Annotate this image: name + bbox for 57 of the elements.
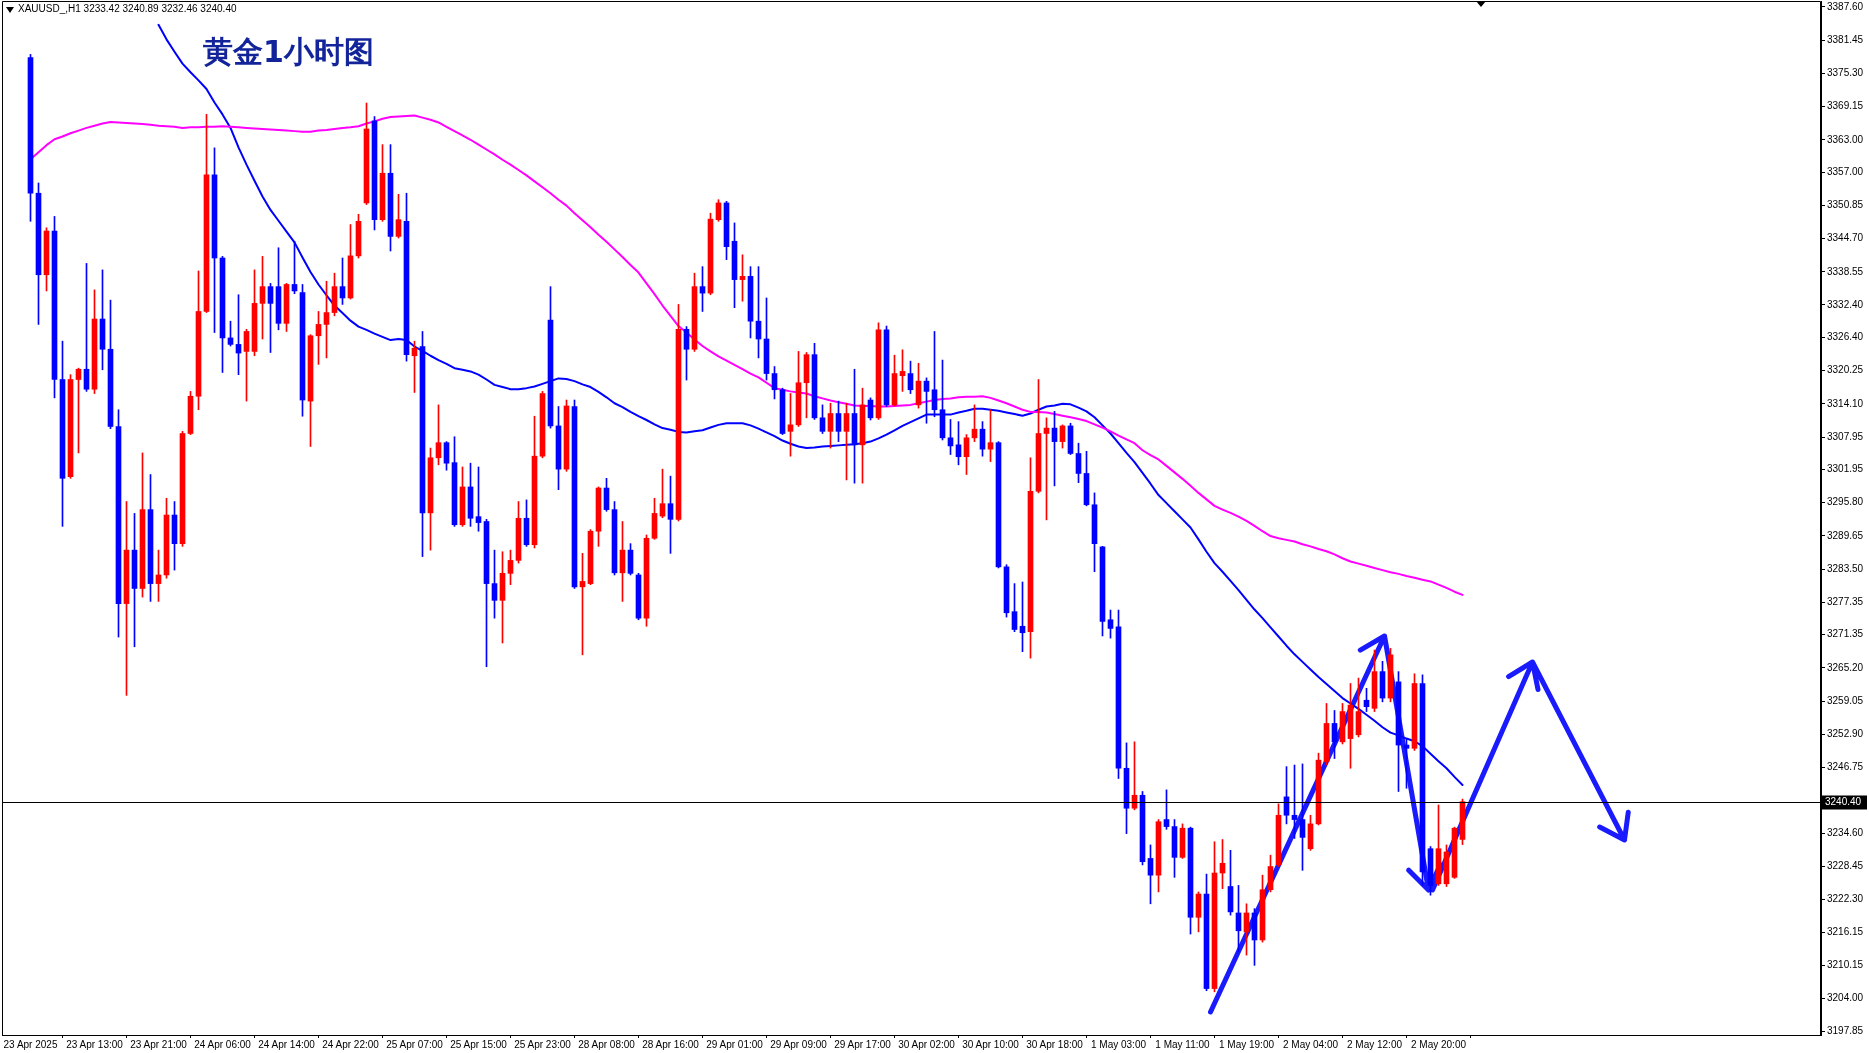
x-tick-label: 25 Apr 15:00 xyxy=(450,1038,508,1050)
x-tick-label: 24 Apr 22:00 xyxy=(322,1038,380,1050)
x-tick-label: 30 Apr 18:00 xyxy=(1026,1038,1084,1050)
x-tick-label: 23 Apr 13:00 xyxy=(66,1038,124,1050)
y-tick-label: 3228.45 xyxy=(1827,860,1864,872)
x-tick-label: 29 Apr 17:00 xyxy=(834,1038,892,1050)
x-tick-label: 23 Apr 21:00 xyxy=(130,1038,188,1050)
y-tick-label: 3265.20 xyxy=(1827,661,1864,673)
y-tick-label: 3289.65 xyxy=(1827,529,1864,541)
x-tick-label: 2 May 12:00 xyxy=(1346,1038,1403,1050)
y-tick-label: 3222.30 xyxy=(1827,893,1864,905)
y-tick-label: 3301.95 xyxy=(1827,463,1864,475)
x-tick-label: 29 Apr 09:00 xyxy=(770,1038,828,1050)
y-tick-label: 3307.95 xyxy=(1827,430,1864,442)
x-tick-label: 25 Apr 23:00 xyxy=(514,1038,572,1050)
y-tick-label: 3344.70 xyxy=(1827,232,1864,244)
y-tick-label: 3332.40 xyxy=(1827,298,1864,310)
y-tick-label: 3283.50 xyxy=(1827,562,1864,574)
y-tick-label: 3381.45 xyxy=(1827,33,1864,45)
y-tick-label: 3210.15 xyxy=(1827,958,1864,970)
x-tick-label: 24 Apr 14:00 xyxy=(258,1038,316,1050)
y-tick-label: 3314.10 xyxy=(1827,397,1864,409)
y-tick-label: 3252.90 xyxy=(1827,728,1864,739)
y-tick-label: 3271.35 xyxy=(1827,628,1864,640)
x-tick-label: 1 May 03:00 xyxy=(1090,1038,1147,1050)
x-tick-label: 28 Apr 08:00 xyxy=(578,1038,636,1050)
x-tick-label: 2 May 04:00 xyxy=(1282,1038,1339,1050)
x-tick-label: 2 May 20:00 xyxy=(1410,1038,1467,1050)
annotation: XAUUSD_,H1 3233.42 3240.89 3232.46 3240.40 xyxy=(18,3,237,15)
y-tick-label: 3204.00 xyxy=(1827,992,1864,1004)
y-tick-label: 3320.25 xyxy=(1827,364,1864,376)
x-tick-label: 28 Apr 16:00 xyxy=(642,1038,700,1050)
y-tick-label: 3234.60 xyxy=(1827,826,1864,838)
y-tick-label: 3369.15 xyxy=(1827,100,1864,112)
y-tick-label: 3375.30 xyxy=(1827,67,1864,79)
x-tick-label: 30 Apr 10:00 xyxy=(962,1038,1020,1050)
ref-line-label: 3240.40 xyxy=(1825,796,1862,808)
x-tick-label: 24 Apr 06:00 xyxy=(194,1038,252,1050)
text: 黄金1小时图 xyxy=(203,34,374,70)
y-tick-label: 3338.55 xyxy=(1827,265,1864,277)
y-tick-label: 3387.60 xyxy=(1827,0,1864,12)
x-tick-label: 1 May 19:00 xyxy=(1218,1038,1275,1050)
x-tick-label: 1 May 11:00 xyxy=(1155,1038,1211,1050)
y-tick-label: 3363.00 xyxy=(1827,133,1864,145)
y-tick-label: 3350.85 xyxy=(1827,199,1864,211)
y-tick-label: 3216.15 xyxy=(1827,926,1864,938)
y-tick-label: 3197.85 xyxy=(1827,1025,1864,1037)
x-tick-label: 25 Apr 07:00 xyxy=(386,1038,444,1050)
x-tick-label: 30 Apr 02:00 xyxy=(898,1038,956,1050)
x-tick-label: 23 Apr 2025 xyxy=(3,1038,58,1050)
y-tick-label: 3295.80 xyxy=(1827,496,1864,508)
y-tick-label: 3326.40 xyxy=(1827,331,1864,343)
y-tick-label: 3246.75 xyxy=(1827,761,1864,773)
y-tick-label: 3357.00 xyxy=(1827,165,1864,177)
y-tick-label: 3259.05 xyxy=(1827,694,1864,706)
y-tick-label: 3277.35 xyxy=(1827,595,1864,607)
x-tick-label: 29 Apr 01:00 xyxy=(706,1038,764,1050)
